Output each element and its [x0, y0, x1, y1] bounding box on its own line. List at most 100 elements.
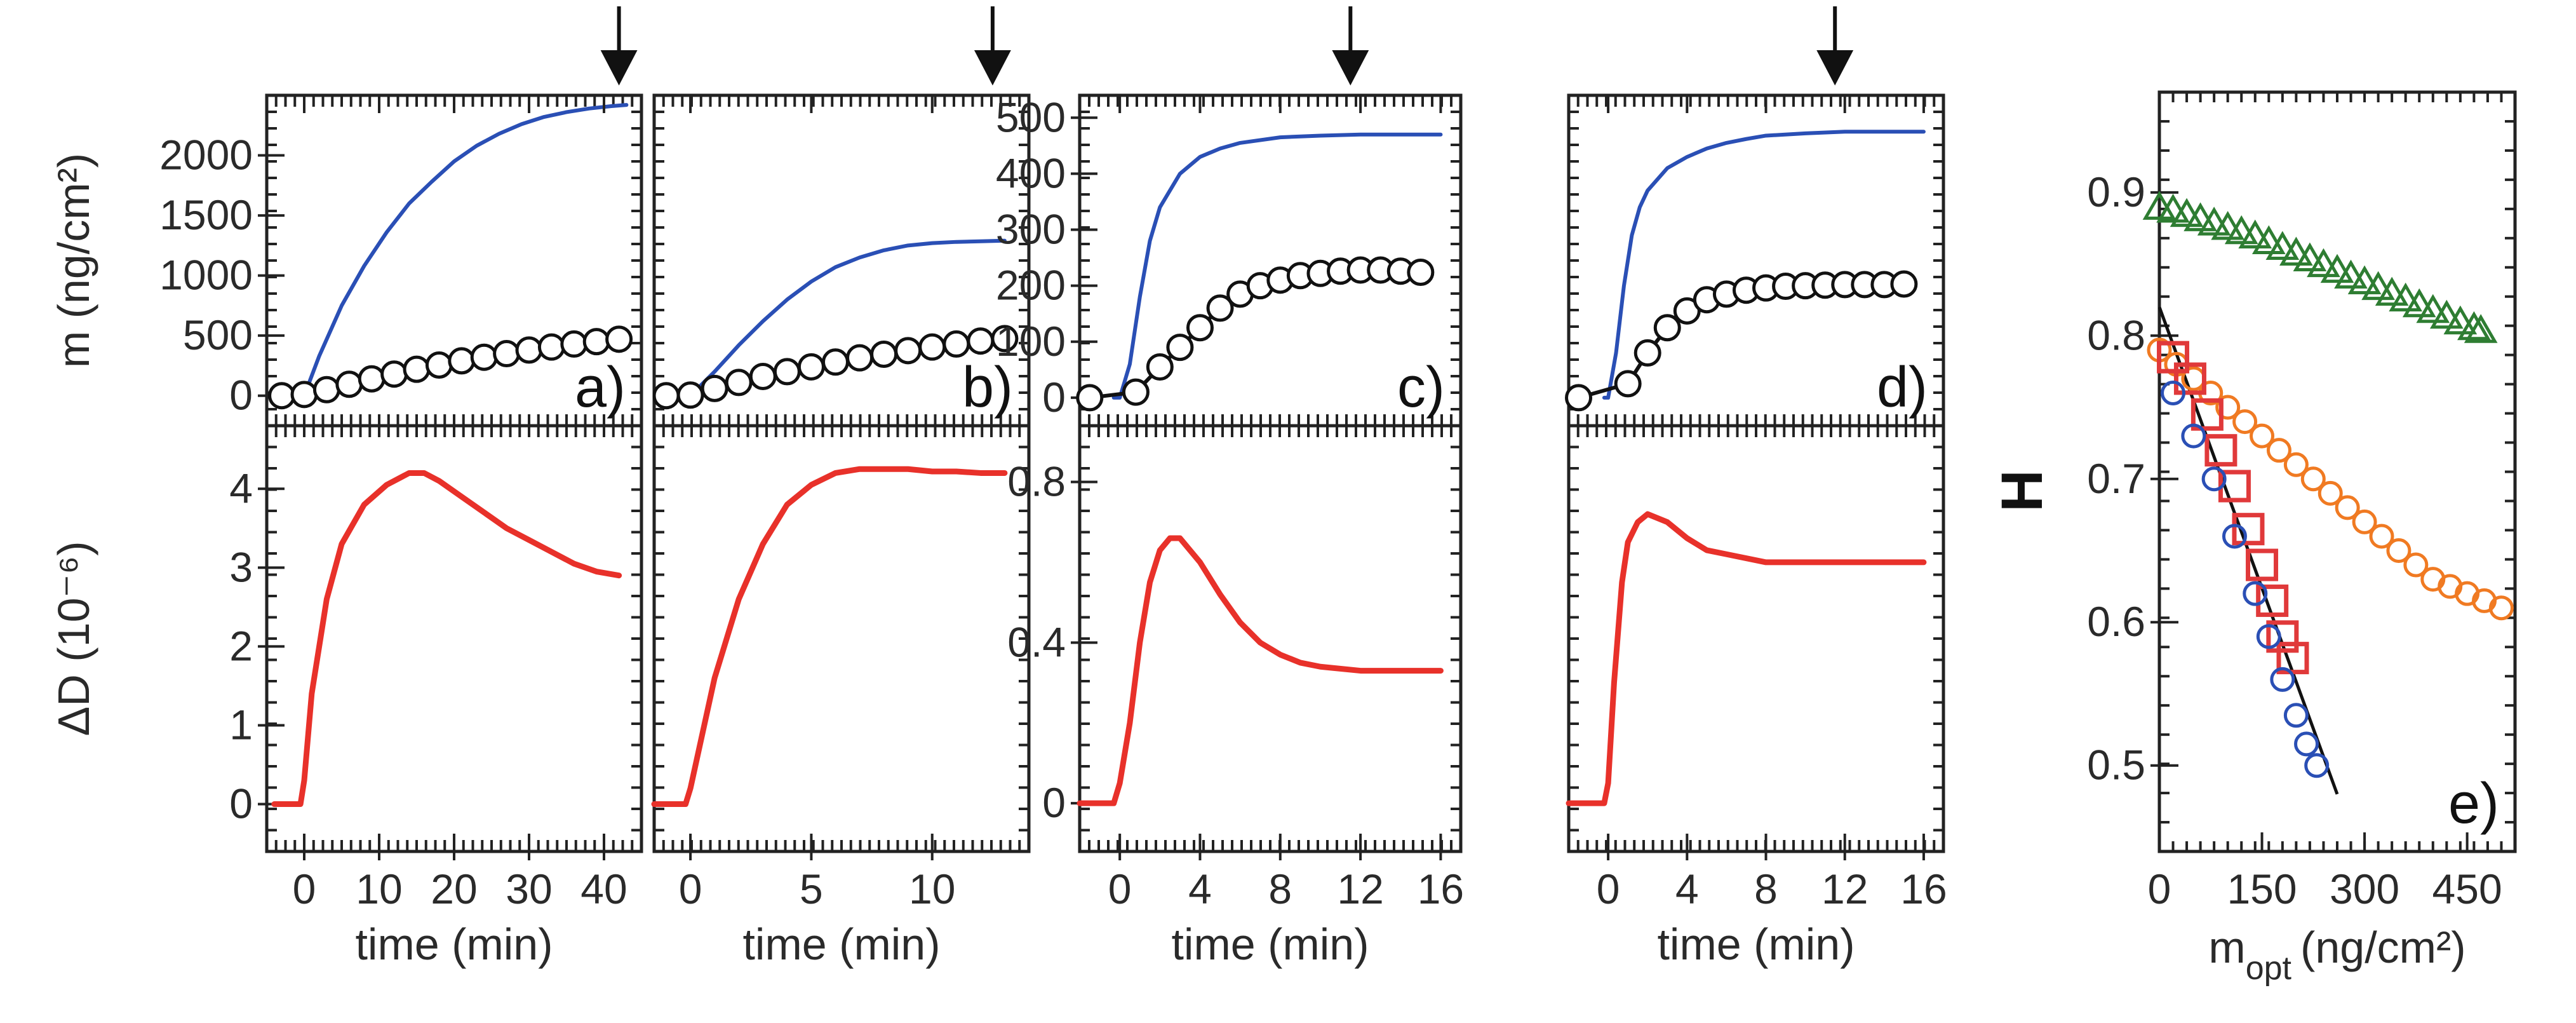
y-tick-label: 0	[229, 372, 253, 419]
data-point-circle	[2222, 524, 2247, 549]
data-point-qcm	[582, 328, 610, 356]
data-point-triangle	[2265, 231, 2300, 261]
data-point-qcm	[846, 344, 874, 372]
x-axis-label-units: (ng/cm²)	[2300, 923, 2466, 972]
data-point-circle	[2243, 581, 2268, 606]
data-point-qcm	[1653, 314, 1681, 342]
data-point-circle	[2283, 703, 2309, 728]
data-point-qcm	[749, 362, 777, 390]
data-point-qcm	[918, 333, 946, 361]
x-tick-label: 12	[1337, 865, 1383, 912]
x-tick-label: 0	[679, 865, 702, 912]
data-point-qcm	[1633, 339, 1661, 367]
x-tick-label: 450	[2432, 865, 2502, 912]
data-point-triangle	[2443, 305, 2478, 335]
data-point-circle	[2488, 595, 2514, 621]
data-point-circle	[2352, 509, 2377, 534]
bottom-frame	[1567, 424, 1945, 853]
y-tick-label: 0	[229, 780, 253, 827]
x-tick-label: 10	[909, 865, 955, 912]
data-point-circle	[2181, 423, 2206, 449]
data-point-qcm	[1166, 334, 1194, 362]
data-point-triangle	[2224, 215, 2258, 245]
data-point-qcm	[1565, 384, 1593, 412]
x-tick-label: 150	[2227, 865, 2297, 912]
data-point-triangle	[2361, 271, 2395, 301]
series-line-optical	[1111, 132, 1443, 400]
data-point-qcm	[515, 336, 543, 364]
series-line-optical	[683, 238, 1007, 398]
data-point-qcm	[403, 355, 431, 383]
data-point-square	[2190, 398, 2224, 431]
data-point-square	[2276, 642, 2309, 675]
data-point-circle	[2369, 524, 2394, 549]
y-tick-label: 0	[1042, 374, 1066, 421]
bottom-frame	[652, 424, 1031, 853]
data-point-square	[2157, 341, 2190, 374]
data-point-square	[2173, 362, 2206, 395]
data-point-triangle	[2402, 288, 2436, 318]
y-tick-label: 300	[996, 206, 1066, 253]
data-point-circle	[2403, 552, 2429, 578]
y-tick-label: 1	[229, 701, 253, 748]
data-point-triangle	[2464, 314, 2498, 343]
y-tick-label: 0.4	[1007, 618, 1066, 665]
data-point-qcm	[676, 381, 704, 409]
arrow-marker-head	[1332, 50, 1369, 86]
data-point-qcm	[358, 365, 386, 393]
data-point-qcm	[967, 327, 995, 355]
panel-label: e)	[2448, 772, 2499, 836]
data-point-qcm	[773, 358, 801, 386]
y-axis-label-mass: m (ng/cm²)	[49, 153, 98, 368]
x-tick-label: 4	[1188, 865, 1212, 912]
data-point-qcm	[894, 337, 922, 365]
data-point-square	[2266, 620, 2299, 653]
y-tick-label: 2	[229, 622, 253, 669]
y-tick-label: 200	[996, 262, 1066, 309]
y-tick-label: 4	[229, 464, 253, 512]
data-point-qcm	[537, 333, 565, 361]
data-point-circle	[2250, 423, 2275, 449]
data-point-qcm	[290, 381, 318, 409]
y-tick-label: 0.6	[2087, 598, 2145, 645]
y-tick-label: 1000	[159, 252, 253, 299]
series-line-dissipation	[1077, 535, 1444, 806]
panel-label: c)	[1397, 356, 1445, 419]
y-tick-label: 0	[1042, 779, 1066, 826]
y-tick-label: 2000	[159, 132, 253, 179]
x-tick-label: 12	[1821, 865, 1868, 912]
x-tick-label: 0	[1108, 865, 1132, 912]
data-point-circle	[2304, 753, 2330, 778]
data-point-triangle	[2457, 311, 2491, 341]
data-point-qcm	[560, 330, 588, 358]
data-point-circle	[2300, 466, 2326, 492]
panel-label: d)	[1877, 356, 1928, 419]
x-tick-label: 40	[580, 865, 627, 912]
panel-c: 0 100 200 300 400 500 0 0.4 0.8 0 4 8 12 16 time (min)…	[996, 6, 1464, 969]
y-axis-label-dissipation: ΔD (10⁻⁶)	[49, 541, 98, 736]
data-point-square	[2232, 513, 2265, 546]
y-axis-label-h: H	[1990, 470, 2055, 512]
data-point-circle	[2294, 731, 2319, 757]
y-tick-label: 3	[229, 543, 253, 590]
x-tick-label: 5	[800, 865, 823, 912]
y-tick-label: 0.8	[2087, 311, 2145, 358]
data-point-qcm	[1407, 259, 1435, 287]
panel-label: b)	[962, 356, 1013, 419]
series-line-optical	[299, 103, 629, 398]
data-point-qcm	[701, 374, 728, 402]
arrow-marker-head	[974, 50, 1011, 86]
data-point-qcm	[312, 376, 340, 403]
y-tick-label: 1500	[159, 191, 253, 238]
data-point-triangle	[2320, 254, 2354, 283]
arrow-marker-head	[1816, 50, 1854, 86]
data-point-circle	[2318, 480, 2343, 506]
x-tick-label: 8	[1268, 865, 1292, 912]
y-tick-label: 0.9	[2087, 168, 2145, 215]
data-point-qcm	[1146, 353, 1174, 381]
x-tick-label: 0	[293, 865, 316, 912]
data-point-qcm	[380, 360, 408, 388]
y-tick-label: 500	[996, 93, 1066, 140]
